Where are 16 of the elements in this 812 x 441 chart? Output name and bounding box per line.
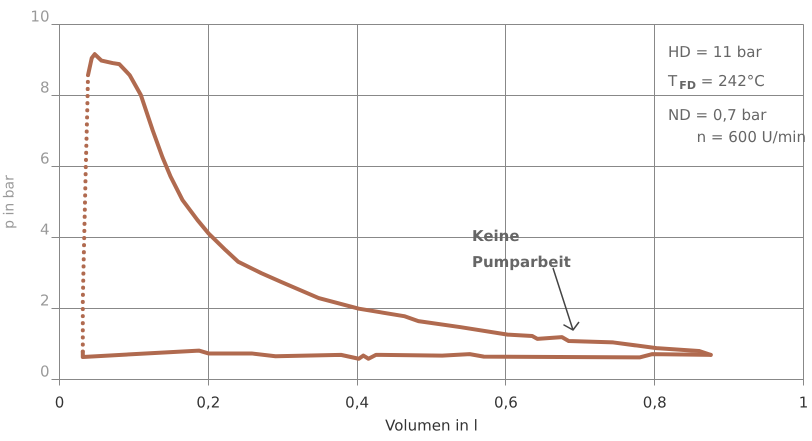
y-tick-label: 8 — [40, 78, 50, 96]
annotation: HD = 11 bar — [668, 43, 762, 61]
y-tick-label: 2 — [40, 292, 50, 310]
annotation: ND = 0,7 bar — [668, 106, 768, 124]
x-tick-label: 0,4 — [345, 394, 370, 412]
x-tick-label: 0 — [54, 394, 64, 412]
y-tick-label: 10 — [30, 8, 50, 26]
x-tick-label: 0,6 — [494, 394, 518, 412]
x-axis-title: Volumen in l — [385, 416, 478, 434]
y-tick-label: 6 — [40, 150, 50, 168]
y-tick-label: 0 — [40, 362, 50, 380]
y-axis-title: p in bar — [1, 174, 18, 229]
x-tick-label: 0,2 — [196, 394, 220, 412]
x-tick-label: 0,8 — [642, 394, 667, 412]
y-tick-label: 4 — [40, 220, 50, 238]
x-tick-label: 1 — [798, 394, 808, 412]
